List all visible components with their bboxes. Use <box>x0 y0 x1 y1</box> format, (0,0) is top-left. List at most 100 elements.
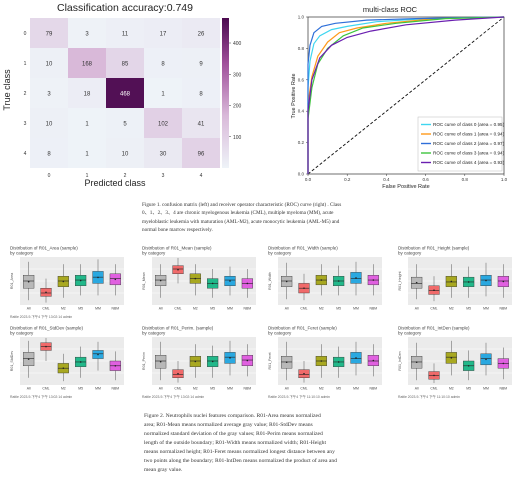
roc-ytick-label: 0.8 <box>298 46 305 51</box>
confusion-matrix-value: 8 <box>161 62 165 68</box>
boxplot-category-label: M2 <box>449 387 454 391</box>
boxplot-ylabel: R01_StdDev <box>10 351 14 372</box>
boxplot-mean-dot <box>450 280 453 283</box>
roc-curves <box>307 16 505 174</box>
confusion-matrix-value: 1 <box>85 122 89 128</box>
boxplot-subtitle: by category <box>268 331 292 336</box>
boxplot-category-label: All <box>159 387 163 391</box>
boxplot-category-label: CML <box>300 387 307 391</box>
boxplot-category-label: All <box>285 307 289 311</box>
confusion-matrix-value: 8 <box>199 92 203 98</box>
roc-curve-class-1 <box>307 16 505 174</box>
boxplot-mean-dot <box>285 280 288 283</box>
boxplot-category-label: All <box>415 307 419 311</box>
figure2-caption-line: means normalized height; R01-Feret means… <box>144 449 335 455</box>
boxplot-mean-dot <box>450 357 453 359</box>
confusion-matrix-cell <box>30 48 68 78</box>
roc-legend-label: ROC curve of class 4 (area = 0.93) <box>433 160 505 165</box>
confusion-matrix-cell <box>30 78 68 108</box>
confusion-matrix-xtick: 1 <box>86 173 89 179</box>
boxplot-subtitle: by category <box>398 331 422 336</box>
boxplot-mean-dot <box>97 276 99 279</box>
boxplot-ylabel: R01_Area <box>10 273 14 289</box>
figure1-caption: Figure 1. confusion matrix (left) and re… <box>142 201 512 234</box>
figure2-caption: Figure 2. Neutrophils nuclei features co… <box>144 412 514 475</box>
boxplot-mean-dot <box>194 360 197 363</box>
boxplot-panel: Distribution of R01_StdDev (sample)by ca… <box>10 326 124 399</box>
boxplot-mean-dot <box>177 372 179 375</box>
confusion-matrix-value: 102 <box>158 122 169 128</box>
roc-legend-label: ROC curve of class 3 (area = 0.94) <box>433 151 505 156</box>
boxplot-title: Distribution of R01_Area (sample) <box>10 246 78 251</box>
colorbar-tick-label: 300 <box>233 72 242 78</box>
boxplot-subtitle: by category <box>10 251 34 256</box>
confusion-matrix-ylabel: True class <box>2 69 12 111</box>
boxplot-panel: Distribution of R01_Perim. (sample)by ca… <box>142 326 256 399</box>
boxplot-title: Distribution of R01_IntDen (sample) <box>398 326 470 331</box>
boxplot-mean-dot <box>433 374 435 377</box>
boxplot-category-label: NBM <box>112 307 120 311</box>
roc-title: multi-class ROC <box>363 5 418 14</box>
confusion-matrix-cell <box>30 18 68 48</box>
boxplot-mean-dot <box>355 357 357 359</box>
boxplot-mean-dot <box>229 280 231 282</box>
boxplot-mean-dot <box>194 277 197 280</box>
boxplot-subtitle: by category <box>142 331 166 336</box>
boxplot-category-label: All <box>27 387 31 391</box>
roc-legend-label: ROC curve of class 2 (area = 0.97) <box>433 141 505 146</box>
boxplot-title: Distribution of R01_Feret (sample) <box>268 326 337 331</box>
boxplot-footer: Rattle 2023-9-下午4 下午 11:10:10 admin <box>268 394 330 399</box>
boxplot-category-label: CML <box>174 387 181 391</box>
confusion-matrix-cell <box>144 138 182 168</box>
roc-xtick-label: 1.0 <box>501 177 508 182</box>
roc-xtick-label: 0.2 <box>344 177 351 182</box>
boxplot-category-label: MM <box>227 387 233 391</box>
figure1-caption-line: Figure 1. confusion matrix (left) and re… <box>142 202 342 208</box>
boxplot-category-label: NBM <box>244 307 252 311</box>
boxplot-mean-dot <box>79 279 82 282</box>
boxplot-mean-dot <box>415 361 418 363</box>
confusion-matrix-title: Classification accuracy:0.749 <box>57 2 193 14</box>
boxplot-mean-dot <box>211 282 214 285</box>
boxplot-category-label: NBM <box>500 387 508 391</box>
boxplot-category-label: MM <box>353 307 359 311</box>
boxplot-mean-dot <box>502 280 505 283</box>
confusion-matrix-value: 1 <box>161 92 165 98</box>
boxplot-title: Distribution of R01_Width (sample) <box>268 246 338 251</box>
confusion-matrix-cell <box>68 108 106 138</box>
roc-xtick-label: 0.6 <box>422 177 429 182</box>
boxplot-mean-dot <box>467 365 470 367</box>
confusion-matrix-ytick: 3 <box>24 121 27 127</box>
roc-curve-class-2 <box>307 16 505 174</box>
roc-curve-class-3 <box>307 16 505 174</box>
confusion-matrix-value: 41 <box>198 122 205 128</box>
boxplot-category-label: M5 <box>78 307 83 311</box>
colorbar-tick-label: 100 <box>233 135 242 141</box>
boxplot-mean-dot <box>27 358 30 360</box>
boxplot-ylabel: R01_Height <box>398 272 402 291</box>
boxplot-subtitle: by category <box>398 251 422 256</box>
boxplot-category-label: NBM <box>370 387 378 391</box>
roc-chance-line <box>307 16 505 175</box>
confusion-matrix-cell <box>68 138 106 168</box>
confusion-matrix-cell <box>68 18 106 48</box>
colorbar-ticks: 400 300 200 100 <box>229 41 242 141</box>
boxplot-category-label: M2 <box>319 307 324 311</box>
confusion-matrix-value: 11 <box>122 32 129 38</box>
boxplot-title: Distribution of R01_Height (sample) <box>398 246 470 251</box>
figure2-caption-line: normalized standard deviation of the gra… <box>144 431 323 437</box>
boxplot-category-label: CML <box>174 307 181 311</box>
figure2-caption-line: two points along the boundary; R01-IntDe… <box>144 458 337 464</box>
boxplot-mean-dot <box>485 358 487 361</box>
boxplot-panel: Distribution of R01_Area (sample)by cate… <box>10 246 124 319</box>
figure2-caption-line: length of the outside boundary; R01-Widt… <box>144 440 327 446</box>
boxplot-footer: Rattle 2023-9-下午4 下午 11:10:10 admin <box>398 394 460 399</box>
confusion-matrix-cell <box>30 138 68 168</box>
boxplot-mean-dot <box>372 359 375 362</box>
confusion-matrix-cell <box>144 48 182 78</box>
boxplot-category-label: All <box>27 307 31 311</box>
confusion-matrix-value: 18 <box>84 92 91 98</box>
confusion-matrix-value: 168 <box>82 62 93 68</box>
